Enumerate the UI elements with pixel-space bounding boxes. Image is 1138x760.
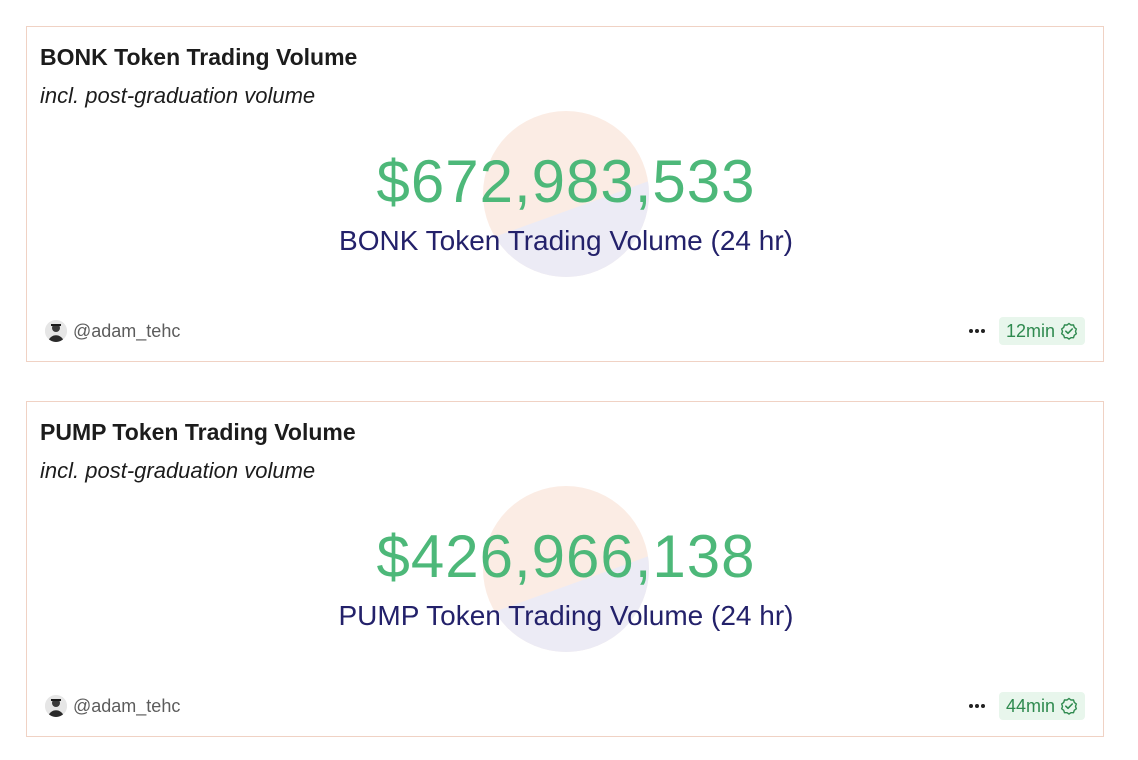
volume-caption: PUMP Token Trading Volume (24 hr) — [338, 600, 794, 631]
freshness-badge: 12min — [998, 317, 1085, 345]
author-name: @adam_tehc — [73, 695, 181, 716]
watermark-logo-icon — [483, 486, 649, 652]
pump-volume-card: PUMP Token Trading Volume incl. post-gra… — [26, 401, 1104, 737]
volume-value: $426,966,138 — [376, 523, 756, 590]
card-footer-actions: 44min — [965, 692, 1085, 720]
card-title: PUMP Token Trading Volume — [40, 419, 356, 445]
author-link[interactable]: @adam_tehc — [45, 695, 180, 717]
more-icon — [968, 704, 973, 708]
more-icon-dot — [974, 329, 979, 333]
card-subtitle: incl. post-graduation volume — [40, 458, 316, 483]
author-name: @adam_tehc — [73, 320, 181, 341]
volume-caption: BONK Token Trading Volume (24 hr) — [339, 225, 793, 256]
freshness-badge: 44min — [998, 692, 1085, 720]
more-icon-dot — [974, 704, 979, 708]
avatar — [45, 695, 67, 717]
volume-value: $672,983,533 — [376, 148, 756, 215]
more-options-button[interactable] — [965, 319, 989, 343]
verified-check-icon — [1060, 697, 1078, 715]
more-icon — [968, 329, 973, 333]
more-icon-dot — [980, 704, 985, 708]
age-label: 12min — [1005, 320, 1055, 341]
card-footer-actions: 12min — [965, 317, 1085, 345]
age-label: 44min — [1005, 695, 1055, 716]
verified-check-icon — [1060, 322, 1078, 340]
watermark-logo-icon — [483, 111, 649, 277]
avatar — [45, 320, 67, 342]
bonk-volume-card: BONK Token Trading Volume incl. post-gra… — [26, 26, 1104, 362]
card-title: BONK Token Trading Volume — [40, 44, 358, 70]
author-link[interactable]: @adam_tehc — [45, 320, 180, 342]
more-icon-dot — [980, 329, 985, 333]
more-options-button[interactable] — [965, 694, 989, 718]
card-subtitle: incl. post-graduation volume — [40, 83, 316, 108]
